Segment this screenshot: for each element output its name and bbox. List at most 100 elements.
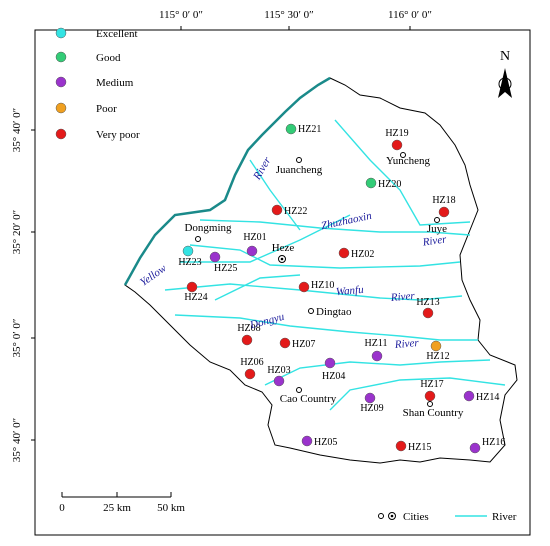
city-key-symbol — [390, 514, 394, 518]
frame — [34, 29, 531, 536]
yellow-river — [123, 76, 331, 286]
city-symbol — [296, 387, 302, 393]
site-label: HZ19 — [385, 128, 408, 139]
city-label: Dingtao — [316, 306, 352, 318]
site-point — [430, 340, 442, 352]
site-label: HZ07 — [292, 339, 315, 350]
scale-label: 0 — [59, 502, 65, 514]
city-symbol — [296, 157, 302, 163]
key-river: River — [492, 511, 517, 523]
coord-label: 35° 0′ 0″ — [11, 319, 23, 358]
site-point — [246, 245, 258, 257]
river-line — [199, 219, 471, 236]
site-point — [364, 392, 376, 404]
scale-bar — [61, 492, 172, 498]
coord-label: 35° 40′ 0″ — [11, 418, 23, 462]
city-label: Cao Country — [280, 393, 337, 405]
legend-label: Good — [96, 52, 121, 64]
scale-label: 25 km — [103, 502, 131, 514]
site-label: HZ24 — [184, 292, 207, 303]
site-point — [469, 442, 481, 454]
river-line — [164, 283, 463, 301]
site-label: HZ05 — [314, 437, 337, 448]
site-label: HZ10 — [311, 280, 334, 291]
site-point — [424, 390, 436, 402]
river-line — [264, 359, 491, 386]
site-point — [182, 245, 194, 257]
city-label: Yuncheng — [386, 155, 430, 167]
river-label: River — [421, 233, 448, 248]
site-point — [395, 440, 407, 452]
city-symbol — [195, 236, 201, 242]
site-point — [338, 247, 350, 259]
city-label: Juancheng — [276, 164, 323, 176]
legend-label: Excellent — [96, 28, 138, 40]
legend-symbol — [55, 128, 67, 140]
site-label: HZ06 — [240, 357, 263, 368]
site-label: HZ25 — [214, 263, 237, 274]
site-label: HZ21 — [298, 124, 321, 135]
site-point — [324, 357, 336, 369]
legend-label: Medium — [96, 77, 134, 89]
river-label: Wanfu — [335, 284, 364, 298]
site-label: HZ17 — [420, 379, 443, 390]
legend-label: Poor — [96, 103, 117, 115]
city-label: Shan Country — [403, 407, 464, 419]
site-label: HZ20 — [378, 179, 401, 190]
coord-label: 116° 0′ 0″ — [388, 9, 432, 21]
river-line — [329, 377, 506, 411]
site-point — [298, 281, 310, 293]
site-label: HZ12 — [426, 351, 449, 362]
site-point — [301, 435, 313, 447]
city-symbol — [427, 401, 433, 407]
site-point — [371, 350, 383, 362]
river-label: River — [393, 337, 419, 351]
site-point — [463, 390, 475, 402]
site-label: HZ16 — [482, 437, 505, 448]
site-label: HZ18 — [432, 195, 455, 206]
site-label: HZ23 — [178, 257, 201, 268]
legend-symbol — [55, 27, 67, 39]
site-label: HZ13 — [416, 297, 439, 308]
coord-label: 115° 0′ 0″ — [159, 9, 203, 21]
site-label: HZ14 — [476, 392, 499, 403]
city-symbol — [400, 152, 406, 158]
north-arrow-shape — [498, 68, 512, 98]
site-point — [271, 204, 283, 216]
site-point — [391, 139, 403, 151]
scale-label: 50 km — [157, 502, 185, 514]
site-point — [438, 206, 450, 218]
site-point — [285, 123, 297, 135]
site-point — [365, 177, 377, 189]
river-line — [214, 274, 301, 301]
coord-label: 35° 20′ 0″ — [11, 210, 23, 254]
coord-label: 115° 30′ 0″ — [264, 9, 313, 21]
site-label: HZ01 — [243, 232, 266, 243]
city-symbol — [434, 217, 440, 223]
north-arrow: N — [498, 49, 512, 98]
legend-symbol — [55, 51, 67, 63]
boundary — [124, 77, 518, 464]
site-label: HZ22 — [284, 206, 307, 217]
site-label: HZ08 — [237, 323, 260, 334]
river-line — [334, 119, 471, 226]
site-point — [422, 307, 434, 319]
site-label: HZ04 — [322, 371, 345, 382]
legend-label: Very poor — [96, 129, 140, 141]
city-symbol — [308, 308, 314, 314]
north-circle — [498, 77, 512, 91]
city-symbol — [280, 257, 284, 261]
site-point — [273, 375, 285, 387]
city-label: Dongming — [184, 222, 232, 234]
legend-symbol — [55, 102, 67, 114]
river-line — [249, 159, 301, 231]
site-point — [279, 337, 291, 349]
site-label: HZ03 — [267, 365, 290, 376]
north-label: N — [500, 49, 510, 64]
city-label: Heze — [272, 242, 295, 254]
site-point — [209, 251, 221, 263]
river-line — [189, 244, 461, 269]
site-label: HZ02 — [351, 249, 374, 260]
river-label: River — [389, 290, 415, 304]
